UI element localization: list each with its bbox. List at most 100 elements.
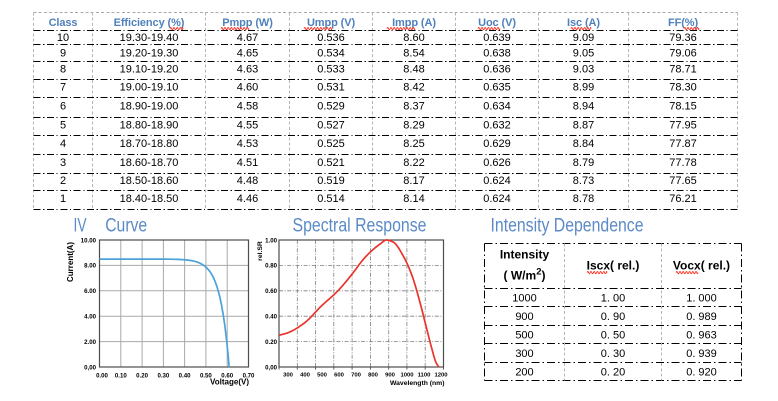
svg-text:4.00: 4.00 xyxy=(84,314,96,321)
svg-text:77.65: 77.65 xyxy=(669,175,697,187)
svg-text:18.40-18.50: 18.40-18.50 xyxy=(120,193,179,205)
svg-text:77.87: 77.87 xyxy=(669,138,697,150)
svg-text:IV: IV xyxy=(74,216,87,237)
svg-text:0.20: 0.20 xyxy=(265,339,277,346)
svg-text:1.00: 1.00 xyxy=(265,237,277,244)
svg-text:18.60-18.70: 18.60-18.70 xyxy=(120,157,179,169)
svg-text:8.87: 8.87 xyxy=(573,120,594,132)
svg-text:8.42: 8.42 xyxy=(403,82,424,94)
svg-text:0.70: 0.70 xyxy=(243,373,255,380)
svg-text:78.71: 78.71 xyxy=(669,64,697,76)
svg-text:19.30-19.40: 19.30-19.40 xyxy=(120,32,179,44)
svg-text:Iscx( rel.): Iscx( rel.) xyxy=(587,258,640,272)
svg-text:0.529: 0.529 xyxy=(317,101,345,113)
svg-text:9.03: 9.03 xyxy=(573,64,594,76)
svg-text:Wavelength (nm): Wavelength (nm) xyxy=(390,380,445,387)
svg-text:77.78: 77.78 xyxy=(669,157,697,169)
svg-text:FF(%): FF(%) xyxy=(668,17,698,29)
svg-text:0. 50: 0. 50 xyxy=(601,329,625,341)
svg-text:500: 500 xyxy=(317,372,328,378)
svg-text:0.514: 0.514 xyxy=(317,193,345,205)
svg-text:8.94: 8.94 xyxy=(573,101,594,113)
svg-text:8.99: 8.99 xyxy=(573,82,594,94)
svg-text:0.10: 0.10 xyxy=(115,373,127,380)
svg-text:300: 300 xyxy=(515,348,533,360)
svg-text:10: 10 xyxy=(57,32,69,44)
svg-text:Curve: Curve xyxy=(105,216,147,237)
svg-text:900: 900 xyxy=(385,372,396,378)
svg-text:18.70-18.80: 18.70-18.80 xyxy=(120,138,179,150)
svg-text:77.95: 77.95 xyxy=(669,120,697,132)
svg-text:0,00: 0,00 xyxy=(265,364,277,371)
svg-text:Intensity Dependence: Intensity Dependence xyxy=(491,216,644,237)
svg-text:Efficiency (%): Efficiency (%) xyxy=(114,17,185,29)
svg-text:0.20: 0.20 xyxy=(136,373,148,380)
svg-text:8.17: 8.17 xyxy=(403,175,424,187)
svg-text:0.521: 0.521 xyxy=(317,157,345,169)
svg-text:19.10-19.20: 19.10-19.20 xyxy=(120,64,179,76)
svg-text:Intensity: Intensity xyxy=(500,247,550,261)
svg-text:500: 500 xyxy=(515,329,533,341)
svg-text:19.20-19.30: 19.20-19.30 xyxy=(120,48,179,60)
svg-text:1200: 1200 xyxy=(434,372,448,378)
svg-text:0.527: 0.527 xyxy=(317,120,345,132)
svg-text:0.519: 0.519 xyxy=(317,175,345,187)
svg-text:0.40: 0.40 xyxy=(265,314,277,321)
svg-text:700: 700 xyxy=(351,372,362,378)
svg-text:78.30: 78.30 xyxy=(669,82,697,94)
svg-text:4.53: 4.53 xyxy=(237,138,258,150)
svg-text:9.09: 9.09 xyxy=(573,32,594,44)
svg-text:19.00-19.10: 19.00-19.10 xyxy=(120,82,179,94)
svg-text:2.00: 2.00 xyxy=(84,339,96,346)
svg-text:0,00: 0,00 xyxy=(84,364,96,371)
svg-text:9.05: 9.05 xyxy=(573,48,594,60)
svg-text:Spectral Response: Spectral Response xyxy=(293,216,427,237)
svg-text:Pmpp (W): Pmpp (W) xyxy=(222,17,273,29)
svg-text:3: 3 xyxy=(60,157,66,169)
svg-text:0.624: 0.624 xyxy=(483,175,511,187)
svg-text:Class: Class xyxy=(49,17,78,29)
svg-text:1000: 1000 xyxy=(512,292,536,304)
svg-text:4.58: 4.58 xyxy=(237,101,258,113)
svg-text:0.624: 0.624 xyxy=(483,193,511,205)
svg-text:Uoc (V): Uoc (V) xyxy=(478,17,516,29)
svg-text:( W/m2): ( W/m2) xyxy=(504,266,546,282)
svg-text:0.60: 0.60 xyxy=(265,288,277,295)
svg-text:8.00: 8.00 xyxy=(84,263,96,270)
svg-text:8.37: 8.37 xyxy=(403,101,424,113)
svg-text:8.14: 8.14 xyxy=(403,193,424,205)
svg-text:4.46: 4.46 xyxy=(237,193,258,205)
svg-text:4: 4 xyxy=(60,138,66,150)
svg-text:0. 939: 0. 939 xyxy=(686,348,717,360)
svg-text:4.51: 4.51 xyxy=(237,157,258,169)
svg-text:0. 20: 0. 20 xyxy=(601,366,625,378)
svg-text:0.638: 0.638 xyxy=(483,48,511,60)
svg-text:Current(A): Current(A) xyxy=(66,242,75,282)
svg-text:0. 963: 0. 963 xyxy=(686,329,717,341)
svg-text:18.50-18.60: 18.50-18.60 xyxy=(120,175,179,187)
svg-text:4.60: 4.60 xyxy=(237,82,258,94)
svg-text:0.636: 0.636 xyxy=(483,64,511,76)
svg-text:6: 6 xyxy=(60,101,66,113)
svg-text:0.629: 0.629 xyxy=(483,138,511,150)
svg-text:78.15: 78.15 xyxy=(669,101,697,113)
svg-text:7: 7 xyxy=(60,82,66,94)
svg-text:4.55: 4.55 xyxy=(237,120,258,132)
svg-text:0. 30: 0. 30 xyxy=(601,348,625,360)
svg-text:600: 600 xyxy=(334,372,345,378)
svg-text:8.73: 8.73 xyxy=(573,175,594,187)
svg-text:0.534: 0.534 xyxy=(317,48,345,60)
svg-text:0.00: 0.00 xyxy=(96,373,108,380)
svg-text:18.90-19.00: 18.90-19.00 xyxy=(120,101,179,113)
svg-text:0.634: 0.634 xyxy=(483,101,511,113)
svg-text:1. 000: 1. 000 xyxy=(686,292,717,304)
svg-text:8: 8 xyxy=(60,64,66,76)
svg-text:8.54: 8.54 xyxy=(403,48,424,60)
svg-text:1100: 1100 xyxy=(418,372,432,378)
svg-text:Isc (A): Isc (A) xyxy=(567,17,600,29)
svg-text:200: 200 xyxy=(515,366,533,378)
svg-text:8.48: 8.48 xyxy=(403,64,424,76)
svg-text:0.60: 0.60 xyxy=(221,373,233,380)
svg-text:0.635: 0.635 xyxy=(483,82,511,94)
svg-text:900: 900 xyxy=(515,311,533,323)
